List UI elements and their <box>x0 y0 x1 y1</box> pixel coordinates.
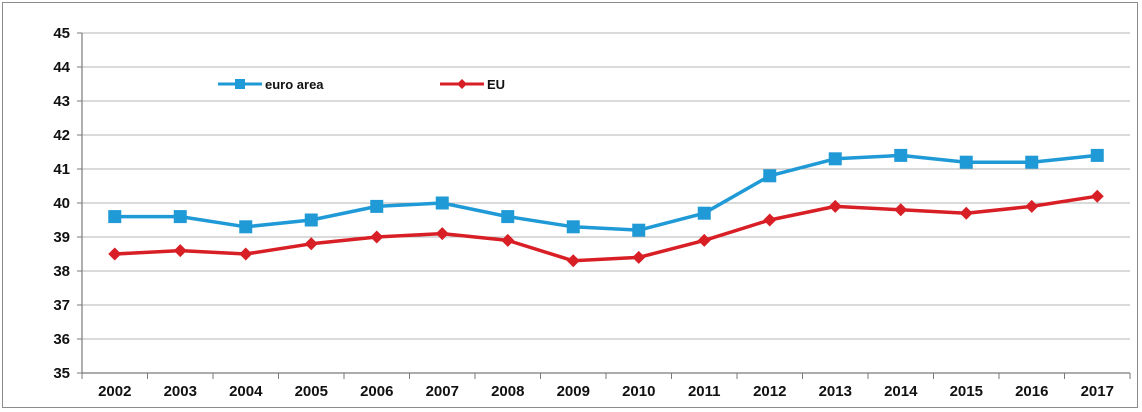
data-point-eu-2008 <box>501 233 515 247</box>
series <box>108 148 1104 268</box>
data-point-euro-area-2014 <box>894 148 908 162</box>
series-eu <box>108 189 1104 268</box>
data-point-eu-2003 <box>173 244 187 258</box>
series-line-euro-area <box>114 153 1098 232</box>
data-point-euro-area-2010 <box>632 223 646 237</box>
y-tick-label-40: 40 <box>53 195 70 212</box>
data-point-eu-2004 <box>239 247 253 261</box>
x-tick-label-2013: 2013 <box>819 383 852 400</box>
series-line-eu <box>114 194 1098 263</box>
data-point-euro-area-2003 <box>173 210 187 224</box>
y-tick-label-35: 35 <box>53 365 70 382</box>
x-tick-label-2010: 2010 <box>622 383 655 400</box>
data-point-euro-area-2009 <box>566 220 580 234</box>
data-point-eu-2009 <box>566 254 580 268</box>
x-tick-label-2016: 2016 <box>1015 383 1048 400</box>
legend-marker-eu <box>457 79 467 89</box>
series-euro-area <box>108 148 1104 237</box>
y-tick-label-45: 45 <box>53 25 70 42</box>
data-point-eu-2007 <box>435 227 449 241</box>
x-tick-label-2004: 2004 <box>229 383 263 400</box>
x-tick-label-2017: 2017 <box>1081 383 1114 400</box>
x-tick-label-2014: 2014 <box>884 383 918 400</box>
data-point-eu-2014 <box>894 203 908 217</box>
data-point-eu-2005 <box>304 237 318 251</box>
data-point-euro-area-2004 <box>239 220 253 234</box>
legend-label-euro-area: euro area <box>265 77 324 92</box>
x-tick-label-2003: 2003 <box>164 383 197 400</box>
x-tick-label-2007: 2007 <box>426 383 459 400</box>
legend: euro area EU <box>218 77 505 92</box>
x-tick-label-2005: 2005 <box>295 383 328 400</box>
gridlines <box>77 32 1130 374</box>
x-tick-labels: 2002 2003 2004 2005 2006 2007 2008 2009 2010 2011… <box>81 373 1131 400</box>
y-tick-label-43: 43 <box>53 93 70 110</box>
legend-item-euro-area: euro area <box>218 77 324 92</box>
x-tick-label-2011: 2011 <box>688 383 721 400</box>
data-point-eu-2015 <box>959 206 973 220</box>
x-tick-label-2015: 2015 <box>950 383 983 400</box>
legend-item-eu: EU <box>440 77 505 92</box>
data-point-euro-area-2007 <box>435 196 449 210</box>
y-tick-label-38: 38 <box>53 263 70 280</box>
data-point-eu-2013 <box>828 199 842 213</box>
data-point-euro-area-2015 <box>959 155 973 169</box>
x-tick-label-2012: 2012 <box>753 383 786 400</box>
data-point-euro-area-2011 <box>697 206 711 220</box>
data-point-eu-2011 <box>697 233 711 247</box>
data-point-eu-2016 <box>1025 199 1039 213</box>
data-point-euro-area-2005 <box>304 213 318 227</box>
legend-marker-euro-area <box>235 79 245 89</box>
y-tick-label-39: 39 <box>53 229 70 246</box>
y-tick-label-36: 36 <box>53 331 70 348</box>
data-point-euro-area-2008 <box>501 210 515 224</box>
data-point-eu-2010 <box>632 250 646 264</box>
x-tick-label-2006: 2006 <box>360 383 393 400</box>
data-point-euro-area-2016 <box>1025 155 1039 169</box>
y-tick-label-41: 41 <box>53 161 70 178</box>
data-point-euro-area-2017 <box>1090 148 1104 162</box>
y-tick-labels: 35 36 37 38 39 40 41 42 43 44 45 <box>53 25 70 382</box>
data-point-euro-area-2013 <box>828 152 842 166</box>
x-tick-label-2008: 2008 <box>491 383 524 400</box>
data-point-euro-area-2006 <box>370 199 384 213</box>
data-point-eu-2006 <box>370 230 384 244</box>
data-point-euro-area-2002 <box>108 210 122 224</box>
data-point-eu-2012 <box>763 213 777 227</box>
x-tick-label-2009: 2009 <box>557 383 590 400</box>
data-point-eu-2017 <box>1090 189 1104 203</box>
data-point-euro-area-2012 <box>763 169 777 183</box>
y-tick-label-42: 42 <box>53 127 70 144</box>
data-point-eu-2002 <box>108 247 122 261</box>
y-tick-label-37: 37 <box>53 297 70 314</box>
y-tick-label-44: 44 <box>53 59 70 76</box>
x-tick-label-2002: 2002 <box>98 383 131 400</box>
legend-label-eu: EU <box>487 77 505 92</box>
